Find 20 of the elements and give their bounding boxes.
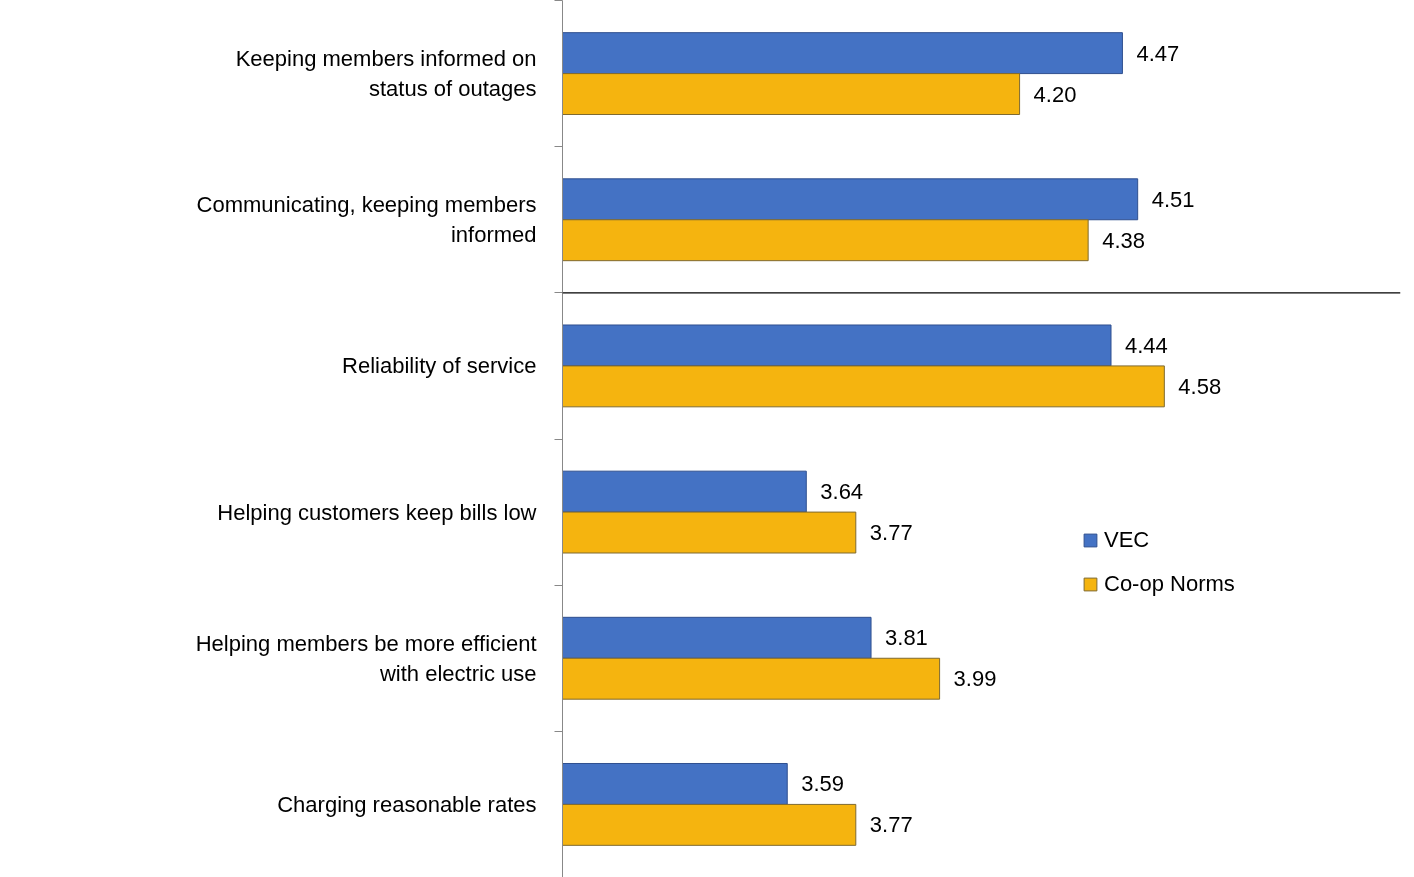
data-label: 3.77	[869, 812, 913, 838]
data-label: 4.51	[1151, 186, 1195, 212]
y-tick-label: Communicating, keeping members informed	[196, 192, 537, 248]
data-label: 4.58	[1178, 373, 1222, 399]
legend-label: VEC	[1104, 527, 1150, 553]
data-label: 3.81	[885, 625, 928, 651]
data-label: 4.47	[1136, 40, 1180, 66]
data-label: 4.44	[1125, 332, 1168, 358]
y-tick-label: Keeping members informed on status of outages	[235, 46, 537, 102]
y-tick-label: Charging reasonable rates	[277, 791, 537, 817]
data-label: 3.77	[869, 520, 913, 546]
data-label: 3.64	[820, 479, 864, 505]
data-label: 3.59	[801, 771, 845, 797]
y-tick-label: Helping members be more efficient with electric use	[195, 630, 537, 686]
y-tick-label: Helping customers keep bills low	[217, 499, 537, 525]
data-label: 3.99	[953, 666, 997, 692]
data-label: 4.20	[1033, 81, 1077, 107]
legend-label: Co-op Norms	[1104, 571, 1235, 597]
data-label: 4.38	[1102, 227, 1145, 253]
y-tick-label: Reliability of service	[342, 353, 537, 379]
